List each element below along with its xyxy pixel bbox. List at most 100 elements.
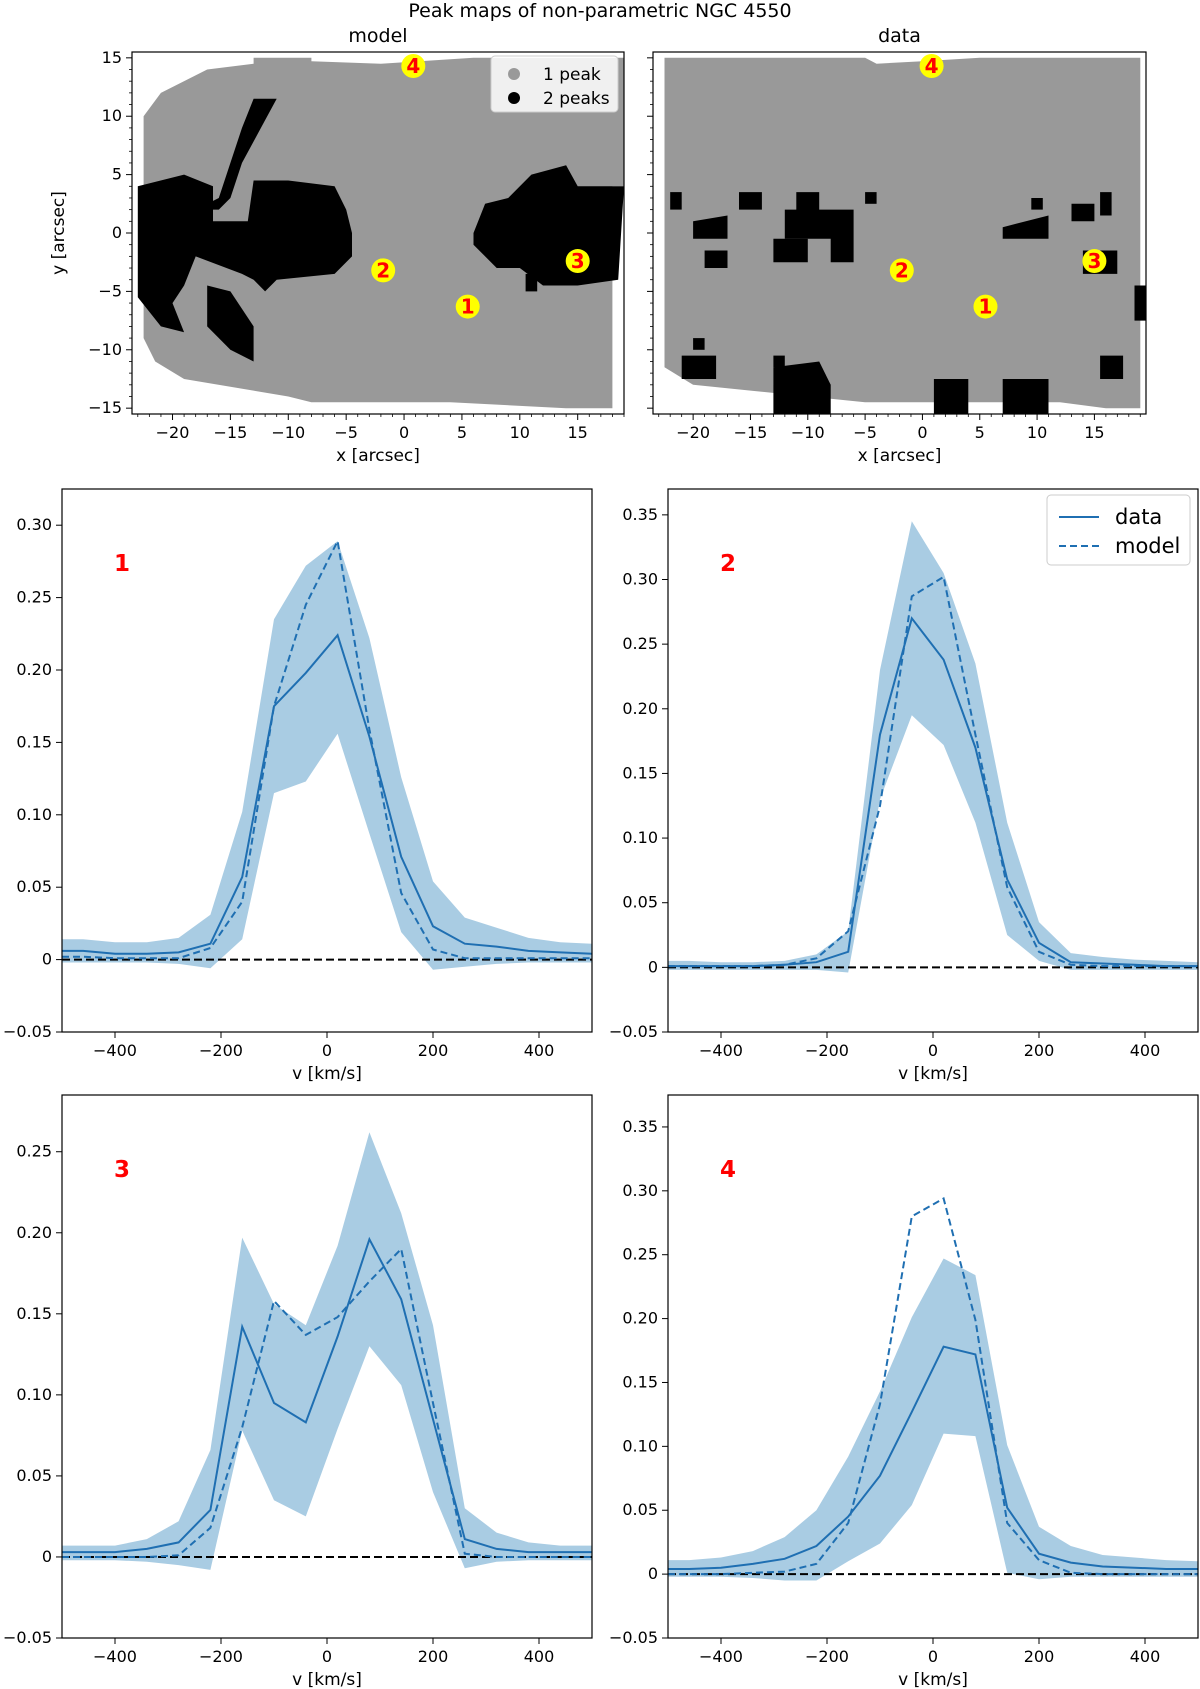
region-marker-1 xyxy=(973,294,998,319)
plot-area: 1 2 3 4 xyxy=(137,54,624,409)
y-tick-label: −0.05 xyxy=(609,1628,658,1647)
x-tick-label: 0 xyxy=(322,1647,332,1666)
y-tick-label: 0.10 xyxy=(16,805,52,824)
uncertainty-band xyxy=(668,521,1198,973)
y-axis-label: y [arcsec] xyxy=(49,191,69,275)
spectrum-panel-3: −400 −200 0 200 400 −0.05 0 0.05 0.10 0.15 0.20 0.2… xyxy=(3,1094,593,1689)
x-tick-label: −5 xyxy=(853,423,877,442)
x-tick-label: 200 xyxy=(1024,1647,1055,1666)
legend-box xyxy=(490,55,619,113)
y-tick-label: 0.15 xyxy=(16,1304,52,1323)
x-axis-label: v [km/s] xyxy=(292,1064,362,1084)
figure-title: Peak maps of non-parametric NGC 4550 xyxy=(408,0,791,22)
y-tick-label: 0.20 xyxy=(622,1309,658,1328)
panel-title: model xyxy=(348,25,407,47)
y-tick-label: 0.15 xyxy=(622,1372,658,1391)
y-tick-label: −0.05 xyxy=(3,1022,52,1041)
two-peak-region xyxy=(670,192,682,210)
legend-swatch-two-peaks xyxy=(508,92,520,104)
two-peak-region xyxy=(1002,215,1049,239)
y-tick-label: 0.20 xyxy=(622,699,658,718)
uncertainty-band xyxy=(62,541,592,970)
uncertainty-band xyxy=(668,1258,1198,1581)
model-line xyxy=(62,537,592,960)
y-tick-label: 0.35 xyxy=(622,505,658,524)
two-peak-region xyxy=(1100,355,1124,379)
model-line xyxy=(668,1196,1198,1576)
data-line xyxy=(668,616,1198,968)
spectrum-id-label: 2 xyxy=(720,551,736,577)
two-peak-region xyxy=(739,192,762,210)
y-tick-label: 0 xyxy=(42,1547,52,1566)
x-tick-label: −15 xyxy=(734,423,768,442)
two-peak-region xyxy=(681,355,717,379)
y-tick-label: −15 xyxy=(88,398,122,417)
x-tick-label: 0 xyxy=(399,423,409,442)
plot-area xyxy=(62,1132,592,1570)
y-tick-label: 0.30 xyxy=(16,515,52,534)
legend-swatch-one-peak xyxy=(508,68,520,80)
x-tick-label: −10 xyxy=(271,423,305,442)
one-peak-region xyxy=(143,57,624,409)
y-tick-label: 0.35 xyxy=(622,1117,658,1136)
x-tick-label: −200 xyxy=(805,1041,849,1060)
legend-entry: data xyxy=(1115,505,1162,529)
region-marker-1 xyxy=(455,294,480,319)
y-tick-label: 0.25 xyxy=(16,1142,52,1161)
y-tick-label: −10 xyxy=(88,340,122,359)
two-peak-region xyxy=(773,355,785,368)
y-tick-label: 0 xyxy=(648,1564,658,1583)
spectrum-panel-2: −400 −200 0 200 400 −0.05 0 0.05 0.10 0.15 0.20 0.2… xyxy=(609,488,1199,1084)
region-marker-4 xyxy=(919,54,944,79)
spectrum-panel-4: −400 −200 0 200 400 −0.05 0 0.05 0.10 0.15 0.20 0.2… xyxy=(609,1094,1199,1689)
x-tick-label: 400 xyxy=(524,1041,555,1060)
legend-entry: 1 peak xyxy=(543,65,601,85)
y-tick-label: 0.05 xyxy=(16,1466,52,1485)
two-peak-region xyxy=(784,209,854,263)
y-tick-label: 0.10 xyxy=(622,828,658,847)
region-marker-4 xyxy=(401,54,426,79)
x-axis-label: v [km/s] xyxy=(898,1670,968,1689)
plot-area xyxy=(668,1196,1198,1581)
one-peak-region xyxy=(664,57,1141,409)
plot-area: 1 2 3 4 xyxy=(664,54,1146,414)
y-tick-label: 0.15 xyxy=(622,763,658,782)
region-marker-label: 2 xyxy=(376,258,390,282)
y-tick-label: 0.25 xyxy=(622,634,658,653)
two-peak-region xyxy=(207,285,254,362)
two-peak-region xyxy=(1134,285,1146,321)
y-tick-label: 0.20 xyxy=(16,1223,52,1242)
x-axis-label: x [arcsec] xyxy=(858,446,942,466)
data-line xyxy=(62,633,592,955)
x-tick-label: 200 xyxy=(418,1041,449,1060)
x-tick-label: 0 xyxy=(928,1647,938,1666)
model-line xyxy=(62,1246,592,1558)
region-marker-label: 4 xyxy=(925,54,939,78)
spectrum-panel-1: −400 −200 0 200 400 −0.05 0 0.05 0.10 0.15 0.20 0.2… xyxy=(3,488,593,1084)
two-peak-region xyxy=(704,250,728,268)
peak-map-data: 1 2 3 4 −20 −15 −10 −5 0 5 10 15 x [arcsec] data xyxy=(647,25,1147,466)
y-tick-label: 0.25 xyxy=(16,588,52,607)
uncertainty-band xyxy=(62,1132,592,1570)
y-tick-label: 15 xyxy=(102,48,122,67)
x-axis-label: v [km/s] xyxy=(292,1670,362,1689)
x-tick-label: 5 xyxy=(457,423,467,442)
two-peak-region xyxy=(865,192,877,204)
two-peak-region xyxy=(693,215,728,239)
region-marker-label: 3 xyxy=(571,249,585,273)
y-tick-label: −5 xyxy=(98,281,122,300)
y-tick-label: 0.25 xyxy=(622,1245,658,1264)
x-tick-label: 0 xyxy=(928,1041,938,1060)
plot-area xyxy=(668,521,1198,973)
two-peak-region xyxy=(933,379,969,414)
x-tick-label: 400 xyxy=(1130,1041,1161,1060)
y-tick-label: 0.10 xyxy=(622,1436,658,1455)
x-tick-label: 400 xyxy=(524,1647,555,1666)
two-peak-region xyxy=(773,238,808,263)
x-tick-label: 0 xyxy=(322,1041,332,1060)
two-peak-region xyxy=(1071,203,1095,222)
x-tick-label: −20 xyxy=(156,423,190,442)
spectrum-id-label: 1 xyxy=(114,551,130,577)
x-axis-label: v [km/s] xyxy=(898,1064,968,1084)
